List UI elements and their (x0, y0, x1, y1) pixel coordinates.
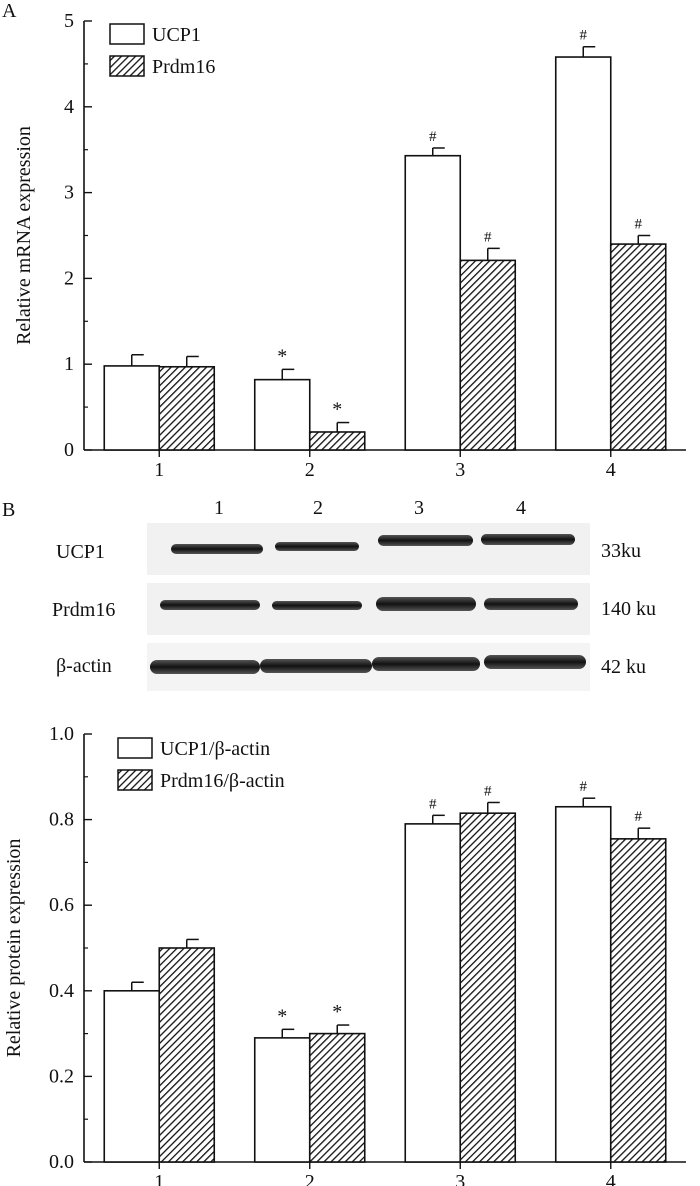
y-tick-label: 3 (64, 182, 74, 204)
bar-open (253, 378, 311, 451)
significance-asterisk: * (277, 345, 287, 367)
bar-hatched (459, 259, 517, 451)
x-tick-label: 4 (606, 459, 616, 481)
panel-b: B 1 2 3 4 UCP1 33ku Prdm16 140 ku (2, 497, 686, 1186)
panel-a: A 0 1 2 3 4 5 Relative mRNA expression 1 2 * * 3 # #4… (2, 0, 686, 481)
significance-hash: # (580, 28, 588, 44)
blot-band (378, 535, 473, 546)
y-tick-label: 1 (64, 353, 74, 375)
significance-hash: # (635, 809, 643, 825)
y-tick-label: 0 (64, 439, 74, 461)
significance-asterisk: * (277, 1005, 287, 1027)
legend-swatch (117, 737, 153, 759)
blot-band (376, 597, 476, 611)
x-tick-label: 3 (455, 1171, 465, 1186)
bar-open (103, 365, 161, 451)
bar-hatched (609, 838, 667, 1163)
legend-label: UCP1 (152, 24, 201, 46)
y-tick-label: 0.2 (49, 1065, 74, 1087)
blot-row-size: 42 ku (601, 656, 646, 678)
bar-open (404, 823, 462, 1163)
bar-hatched (308, 1032, 366, 1163)
bar-open (253, 1037, 311, 1163)
y-tick-label: 1.0 (49, 723, 74, 745)
panel-a-letter: A (2, 0, 17, 22)
significance-asterisk: * (332, 399, 342, 421)
y-axis-title: Relative mRNA expression (13, 126, 35, 345)
blot-row-beta-actin: β-actin 42 ku (56, 643, 646, 691)
blot-band (481, 534, 575, 545)
blot-band (160, 600, 260, 610)
bar-open (404, 154, 462, 451)
legend-label: Prdm16/β-actin (160, 770, 285, 792)
blot-row-ucp1: UCP1 33ku (56, 523, 641, 575)
legend-label: UCP1/β-actin (160, 738, 270, 760)
blot-band (150, 660, 260, 674)
legend-swatch (109, 23, 145, 45)
blot-lane-label: 1 (214, 497, 224, 519)
panel-b-letter: B (2, 499, 15, 521)
x-tick-label: 4 (606, 1171, 616, 1186)
significance-asterisk: * (332, 1001, 342, 1023)
blot-band (275, 542, 359, 551)
bar-hatched (459, 812, 517, 1163)
y-tick-label: 4 (64, 96, 74, 118)
bar-hatched (158, 947, 216, 1163)
x-tick-label: 1 (154, 1171, 164, 1186)
significance-hash: # (484, 229, 492, 245)
x-tick-label: 2 (305, 459, 315, 481)
bar-hatched (609, 243, 667, 451)
blot-band (171, 544, 263, 554)
significance-hash: # (429, 796, 437, 812)
bar-open (554, 805, 612, 1163)
significance-hash: # (635, 217, 643, 233)
blot-lane-labels: 1 2 3 4 (214, 497, 526, 519)
bar-open (554, 56, 612, 451)
blot-row-label: UCP1 (56, 541, 105, 563)
blot-lane-label: 3 (414, 497, 424, 519)
y-tick-label: 0.4 (49, 980, 74, 1002)
y-axis-title: Relative protein expression (3, 839, 25, 1058)
legend-swatch (117, 769, 153, 791)
bar-hatched (158, 365, 216, 451)
bar-open (103, 989, 161, 1163)
x-tick-label: 2 (305, 1171, 315, 1186)
legend-swatch (109, 55, 145, 77)
significance-hash: # (429, 129, 437, 145)
blot-band (372, 657, 480, 671)
y-tick-label: 0.0 (49, 1151, 74, 1173)
significance-hash: # (484, 783, 492, 799)
blot-row-size: 140 ku (601, 598, 656, 620)
y-tick-label: 0.6 (49, 894, 74, 916)
y-tick-label: 2 (64, 267, 74, 289)
y-tick-label: 0.8 (49, 809, 74, 831)
significance-hash: # (580, 779, 588, 795)
blot-lane-label: 2 (313, 497, 323, 519)
x-tick-label: 3 (455, 459, 465, 481)
bar-hatched (308, 431, 366, 451)
blot-band (484, 655, 586, 669)
blot-lane-label: 4 (516, 497, 526, 519)
blot-band (484, 598, 578, 610)
panel-b-chart: 0.0 0.2 0.4 0.6 0.8 1.0 Relative protein expre… (3, 723, 686, 1186)
blot-band (272, 601, 362, 610)
blot-row-size: 33ku (601, 540, 641, 562)
y-tick-label: 5 (64, 10, 74, 32)
blot-row-prdm16: Prdm16 140 ku (52, 583, 656, 635)
blot-row-label: β-actin (56, 655, 112, 677)
legend-label: Prdm16 (152, 56, 215, 78)
x-tick-label: 1 (154, 459, 164, 481)
blot-row-label: Prdm16 (52, 599, 115, 621)
panel-a-chart: 0 1 2 3 4 5 Relative mRNA expression 1 2 * * 3 # #4 # #… (13, 10, 686, 481)
blot-band (260, 659, 372, 673)
